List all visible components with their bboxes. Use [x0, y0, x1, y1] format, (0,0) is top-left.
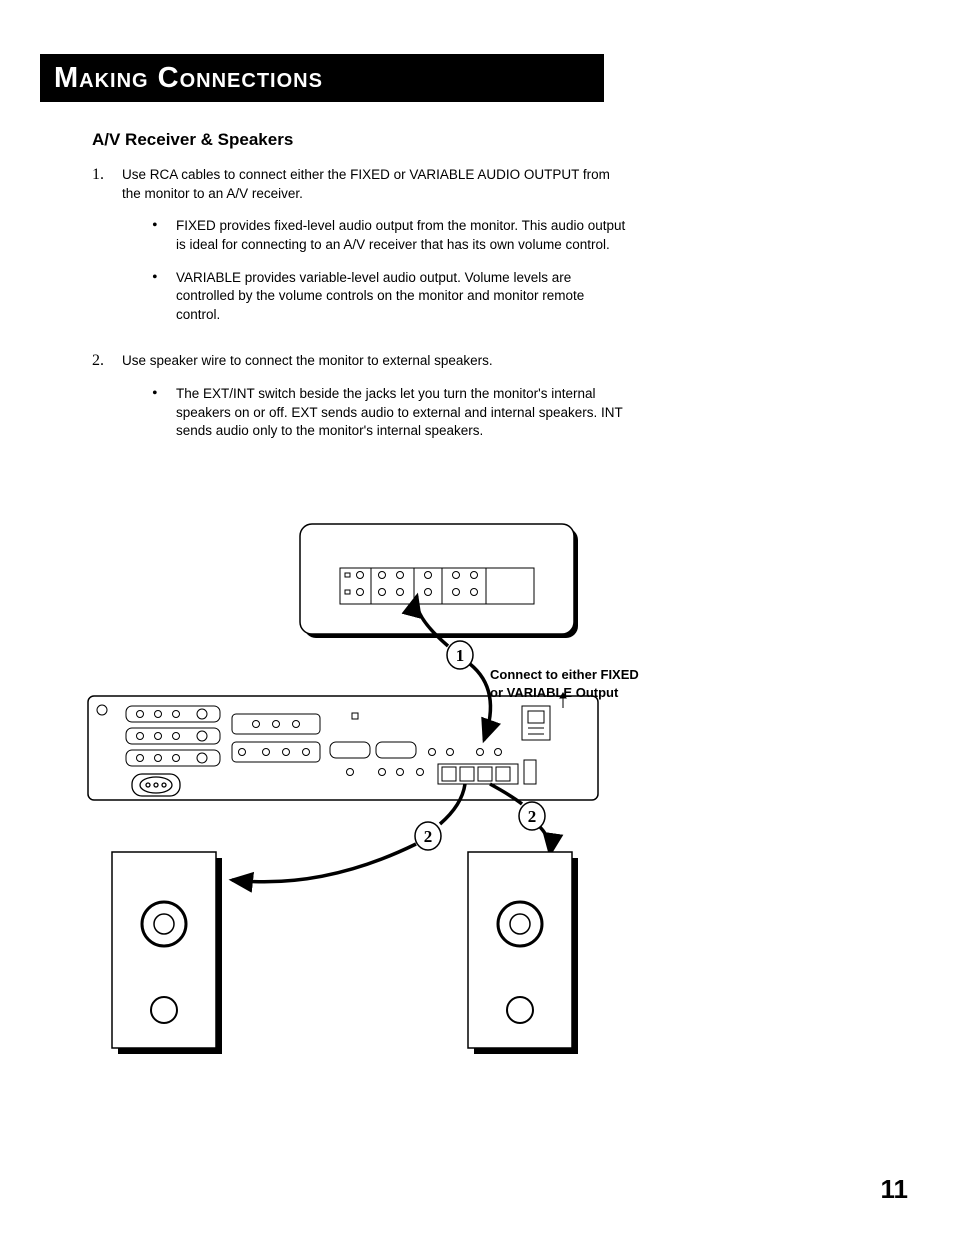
- svg-text:1: 1: [456, 646, 465, 665]
- svg-text:2: 2: [528, 807, 537, 826]
- step-text: Use RCA cables to connect either the FIX…: [122, 166, 632, 203]
- monitor-panel: [88, 693, 598, 800]
- instruction-list: 1. Use RCA cables to connect either the …: [92, 166, 632, 455]
- bullet-text: The EXT/INT switch beside the jacks let …: [176, 385, 632, 441]
- step-1-bullets: • FIXED provides fixed-level audio outpu…: [122, 217, 632, 324]
- speaker-left: [112, 852, 222, 1054]
- step-number: 2.: [92, 352, 122, 455]
- page-number: 11: [881, 1174, 909, 1205]
- section-title: A/V Receiver & Speakers: [92, 130, 632, 150]
- bullet-text: FIXED provides fixed-level audio output …: [176, 217, 632, 254]
- svg-text:2: 2: [424, 827, 433, 846]
- bullet-dot-icon: •: [152, 385, 176, 441]
- step-2-bullets: • The EXT/INT switch beside the jacks le…: [122, 385, 632, 441]
- bullet-item: • The EXT/INT switch beside the jacks le…: [122, 385, 632, 441]
- callout-1: 1: [447, 641, 473, 669]
- chapter-title: Making Connections: [54, 62, 323, 95]
- callout-1-label-line1: Connect to either FIXED: [490, 667, 639, 682]
- callout-2-left: 2: [415, 822, 441, 850]
- speaker-right: [468, 852, 578, 1054]
- bullet-dot-icon: •: [152, 269, 176, 325]
- step-2: 2. Use speaker wire to connect the monit…: [92, 352, 632, 455]
- callout-1-label: Connect to either FIXED or VARIABLE Outp…: [490, 666, 710, 701]
- connection-diagram: 1 2 2: [82, 520, 642, 1080]
- callout-1-label-line2: or VARIABLE Output: [490, 685, 618, 700]
- step-text: Use speaker wire to connect the monitor …: [122, 352, 632, 371]
- step-number: 1.: [92, 166, 122, 338]
- bullet-dot-icon: •: [152, 217, 176, 254]
- bullet-item: • FIXED provides fixed-level audio outpu…: [122, 217, 632, 254]
- diagram-svg: 1 2 2: [82, 520, 642, 1080]
- content-block: A/V Receiver & Speakers 1. Use RCA cable…: [92, 130, 632, 469]
- callout-2-right: 2: [519, 802, 545, 830]
- receiver-box: [300, 524, 578, 638]
- step-1: 1. Use RCA cables to connect either the …: [92, 166, 632, 338]
- chapter-header: Making Connections: [40, 54, 604, 102]
- bullet-text: VARIABLE provides variable-level audio o…: [176, 269, 632, 325]
- bullet-item: • VARIABLE provides variable-level audio…: [122, 269, 632, 325]
